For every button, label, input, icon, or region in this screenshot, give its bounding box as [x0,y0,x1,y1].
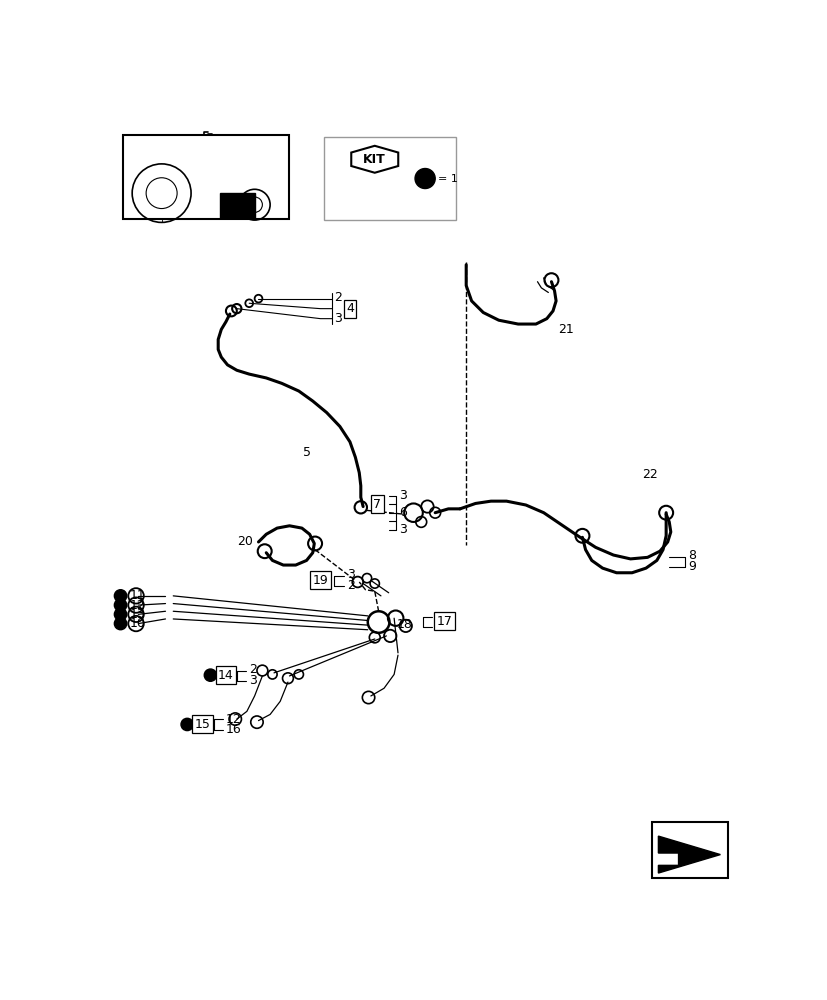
Text: 2: 2 [347,579,354,592]
Text: 3: 3 [347,568,354,581]
Text: 12: 12 [226,713,241,726]
Text: 2: 2 [334,291,342,304]
Text: = 1: = 1 [437,174,457,184]
Circle shape [414,169,435,189]
Text: 15: 15 [194,718,210,731]
Bar [324,137,456,220]
Text: 6: 6 [399,506,407,519]
Text: 17: 17 [436,615,452,628]
Text: 18: 18 [396,618,412,631]
Text: 10: 10 [130,617,146,630]
Text: 3: 3 [334,312,342,325]
Text: 13: 13 [130,608,146,621]
Text: 16: 16 [226,723,241,736]
Polygon shape [351,146,398,173]
Circle shape [114,590,127,602]
Text: 9: 9 [687,560,695,573]
Text: 20: 20 [237,535,252,548]
Circle shape [181,718,194,731]
Bar [219,193,255,218]
Text: 11: 11 [130,589,146,602]
Text: 5: 5 [303,446,311,459]
Text: 8: 8 [687,549,695,562]
Circle shape [114,608,127,620]
Text: 12: 12 [130,599,146,612]
Text: 7: 7 [373,498,380,511]
Polygon shape [657,836,719,873]
Text: 22: 22 [642,468,657,481]
Circle shape [204,669,217,681]
Text: 3: 3 [399,523,407,536]
Text: 21: 21 [557,323,573,336]
Text: 14: 14 [218,669,233,682]
Text: 3: 3 [399,489,407,502]
Circle shape [114,599,127,611]
Text: 4: 4 [346,302,353,315]
Text: 19: 19 [313,574,328,587]
Circle shape [114,617,127,630]
Text: KIT: KIT [363,153,385,166]
Bar [122,135,289,219]
Text: 2: 2 [249,663,256,676]
Bar [652,822,727,878]
Text: 3: 3 [249,674,256,687]
